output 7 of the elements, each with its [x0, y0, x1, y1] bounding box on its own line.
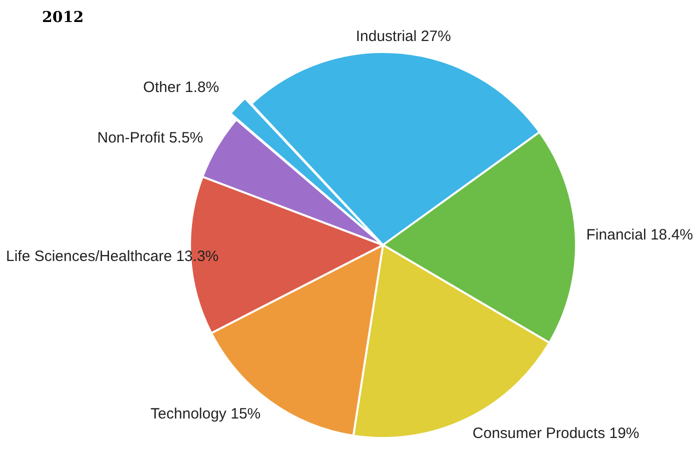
slice-label: Industrial 27% — [356, 28, 451, 46]
slice-label: Financial 18.4% — [586, 226, 694, 244]
slice-label: Non-Profit 5.5% — [97, 130, 204, 147]
slice-label: Other 1.8% — [143, 79, 220, 96]
slice-label: Technology 15% — [150, 406, 261, 423]
chart-title: 2012 — [42, 8, 84, 26]
slice-label: Consumer Products 19% — [472, 425, 640, 442]
